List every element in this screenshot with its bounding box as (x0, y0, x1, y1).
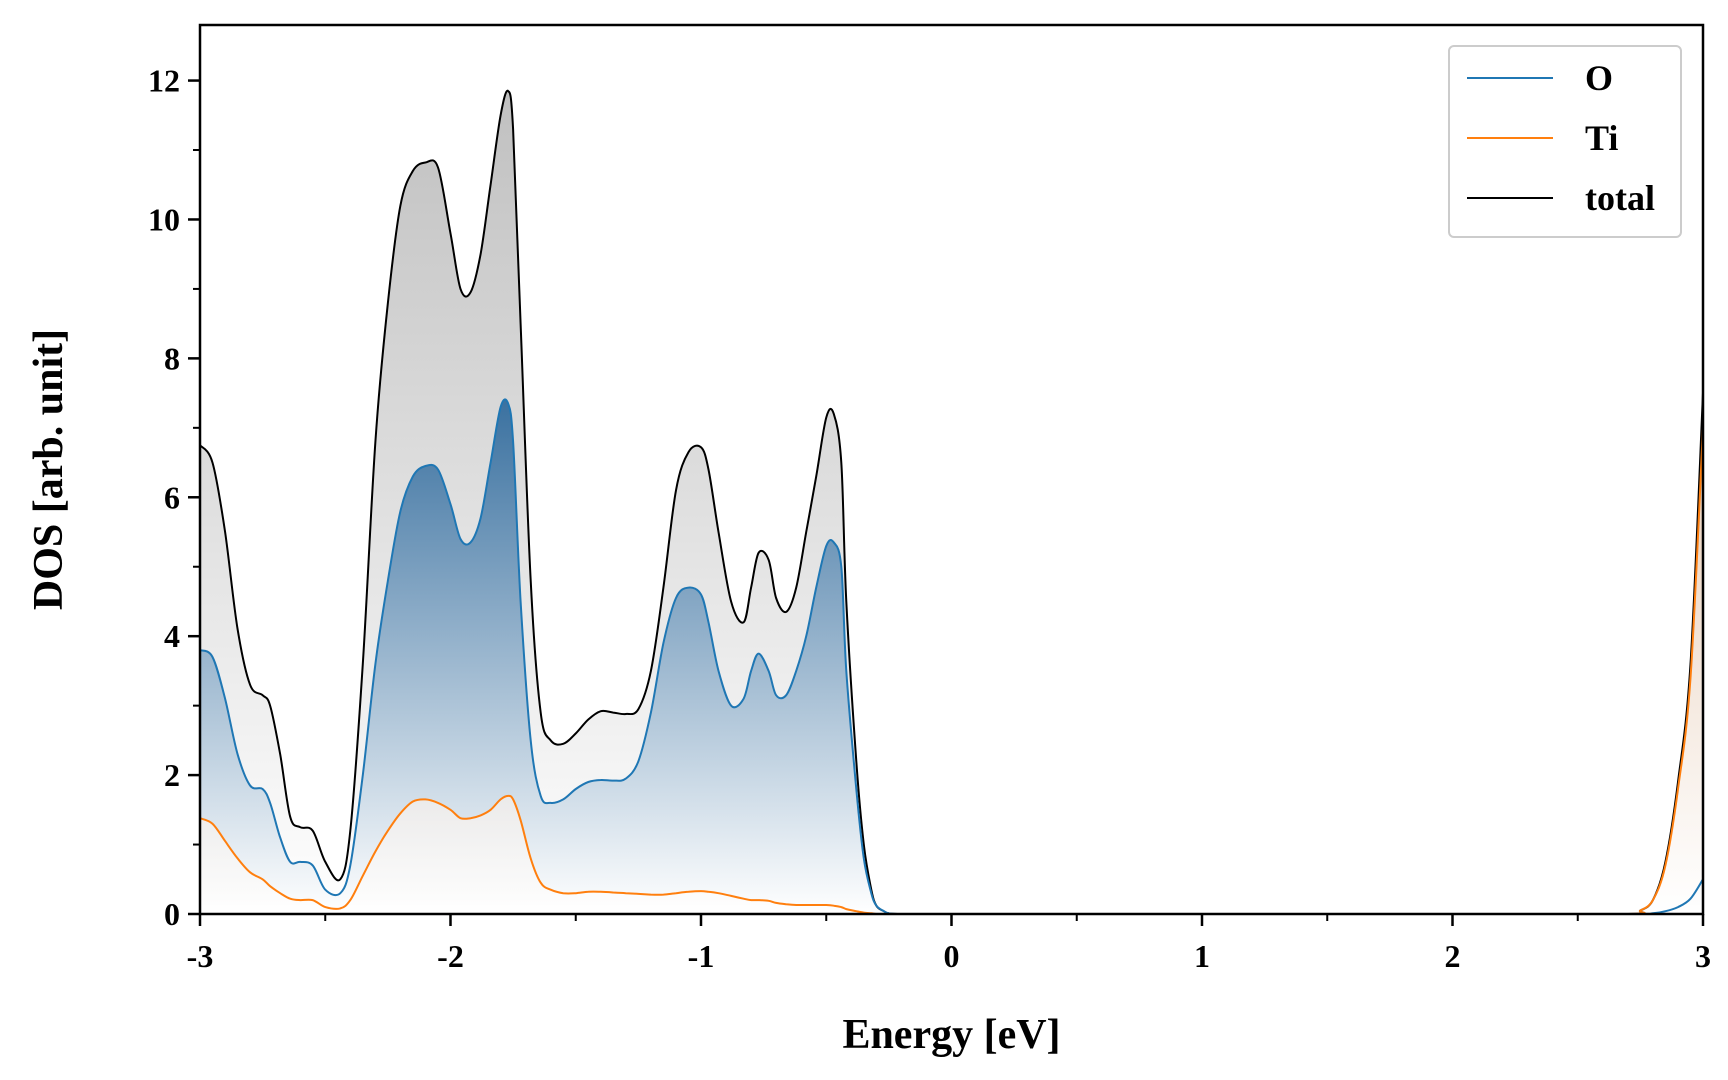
x-tick-label: -2 (437, 938, 464, 974)
x-axis-label: Energy [eV] (842, 1012, 1060, 1058)
legend-entry-total: total (1467, 178, 1655, 218)
x-tick-label: 2 (1445, 938, 1461, 974)
y-axis-label: DOS [arb. unit] (26, 329, 72, 610)
x-tick-label: 1 (1194, 938, 1210, 974)
y-tick-label: 12 (148, 63, 180, 99)
legend-entry-ti: Ti (1467, 118, 1618, 158)
series-line-o (199, 398, 1704, 916)
legend-label: O (1585, 58, 1613, 98)
legend-label: total (1585, 178, 1655, 218)
y-tick-label: 0 (164, 896, 180, 932)
area-fill-o (200, 399, 1703, 915)
legend-box (1448, 45, 1682, 238)
y-tick-label: 10 (148, 201, 180, 237)
x-tick-label: -3 (187, 938, 214, 974)
x-tick-label: -1 (688, 938, 715, 974)
y-tick-label: 4 (164, 618, 180, 654)
x-tick-label: 0 (944, 938, 960, 974)
x-tick-label: 3 (1695, 938, 1711, 974)
legend-entry-o: O (1467, 58, 1613, 98)
y-tick-label: 8 (164, 340, 180, 376)
legend: O Ti total (1448, 45, 1682, 238)
y-tick-label: 6 (164, 479, 180, 515)
y-tick-label: 2 (164, 757, 180, 793)
legend-label: Ti (1585, 118, 1618, 158)
axis-ticks (188, 79, 1705, 926)
